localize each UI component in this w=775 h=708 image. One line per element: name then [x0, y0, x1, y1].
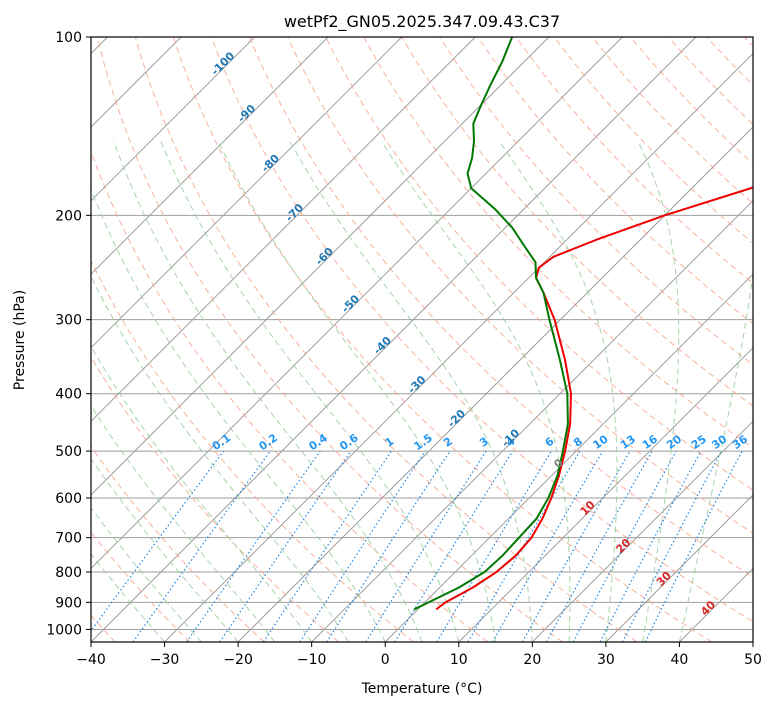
y-tick-label: 100	[55, 30, 82, 46]
isotherm-line	[164, 52, 753, 642]
dry-adiabat-line	[134, 37, 638, 642]
y-tick-label: 400	[55, 387, 82, 403]
moist-adiabat-line	[91, 553, 165, 642]
isotherm-line	[384, 273, 753, 642]
mixing-ratio-line	[644, 450, 743, 642]
x-tick-label: −40	[76, 652, 106, 668]
moist-adiabat-line	[91, 345, 313, 642]
x-tick-label: 0	[381, 652, 390, 668]
dry-adiabat-line	[96, 37, 563, 642]
grid-layer	[91, 37, 753, 642]
isotherm-line	[91, 37, 403, 349]
isotherm-line	[91, 37, 623, 570]
mixing-ratio-line	[521, 450, 631, 642]
x-tick-label: 40	[671, 652, 689, 668]
moist-adiabat-line	[91, 507, 202, 642]
dry-adiabat-line	[325, 37, 753, 491]
mixing-ratio-line	[546, 450, 653, 642]
isotherm-line	[91, 37, 550, 496]
dry-adiabat-line	[210, 37, 753, 623]
y-tick-label: 700	[55, 531, 82, 547]
temperature-profile-line	[435, 186, 753, 611]
y-tick-label: 500	[55, 444, 82, 460]
y-tick-label: 900	[55, 595, 82, 611]
mixing-ratio-line	[572, 450, 677, 642]
mixing-ratio-line	[394, 450, 514, 642]
y-tick-label: 300	[55, 313, 82, 329]
isotherm-line	[91, 37, 256, 202]
y-tick-label: 800	[55, 565, 82, 581]
mixing-ratio-line	[299, 450, 426, 642]
dry-adiabat-line	[91, 356, 340, 642]
dry-adiabat-line	[515, 37, 753, 284]
x-tick-label: 10	[450, 652, 468, 668]
mixing-ratio-line	[91, 450, 225, 632]
x-tick-label: −30	[150, 652, 180, 668]
moist-adiabat-line	[113, 141, 423, 642]
moist-adiabat-line	[637, 141, 680, 642]
mixing-ratio-line	[263, 450, 393, 642]
chart-title: wetPf2_GN05.2025.347.09.43.C37	[284, 12, 560, 32]
mixing-ratio-line	[186, 450, 321, 642]
moist-adiabat-line	[498, 141, 618, 642]
x-tick-label: 20	[523, 652, 541, 668]
moist-adiabat-line	[381, 141, 571, 642]
mixing-ratio-line	[219, 450, 352, 642]
isotherm-line	[605, 494, 753, 642]
dewpoint-profile-line	[413, 37, 569, 611]
mixing-ratio-line	[132, 450, 271, 642]
y-tick-label: 200	[55, 208, 82, 224]
x-tick-label: 30	[597, 652, 615, 668]
moist-adiabat-line	[91, 404, 276, 642]
moist-adiabat-line	[217, 141, 497, 642]
isotherm-line	[91, 37, 329, 275]
y-tick-label: 600	[55, 491, 82, 507]
isotherm-line	[458, 347, 753, 642]
moist-adiabat-line	[91, 275, 349, 642]
data-layer	[413, 37, 753, 611]
axis-layer: −40 −30 −20 −10 0 10 20 30 40 50 100 200 300 400 500 60…	[46, 30, 762, 668]
isotherm-line	[237, 126, 753, 642]
dry-adiabat-line	[91, 445, 265, 642]
plot-frame	[90, 36, 754, 643]
y-axis-title: Pressure (hPa)	[12, 290, 28, 390]
x-tick-label: 50	[744, 652, 762, 668]
dry-adiabat-line	[287, 37, 753, 534]
x-tick-label: −20	[223, 652, 253, 668]
moist-adiabat-line	[678, 270, 753, 642]
moist-adiabat-line	[91, 458, 239, 642]
mixing-ratio-line	[326, 450, 451, 642]
y-tick-label: 1000	[46, 622, 82, 638]
moist-adiabat-line	[91, 188, 386, 642]
isotherm-line	[531, 420, 753, 642]
dry-adiabat-line	[248, 37, 753, 578]
dry-adiabat-line	[91, 259, 414, 642]
moist-adiabat-line	[289, 141, 533, 642]
isotherm-line	[91, 37, 476, 423]
x-axis-title: Temperature (°C)	[361, 681, 483, 697]
x-tick-label: −10	[297, 652, 327, 668]
